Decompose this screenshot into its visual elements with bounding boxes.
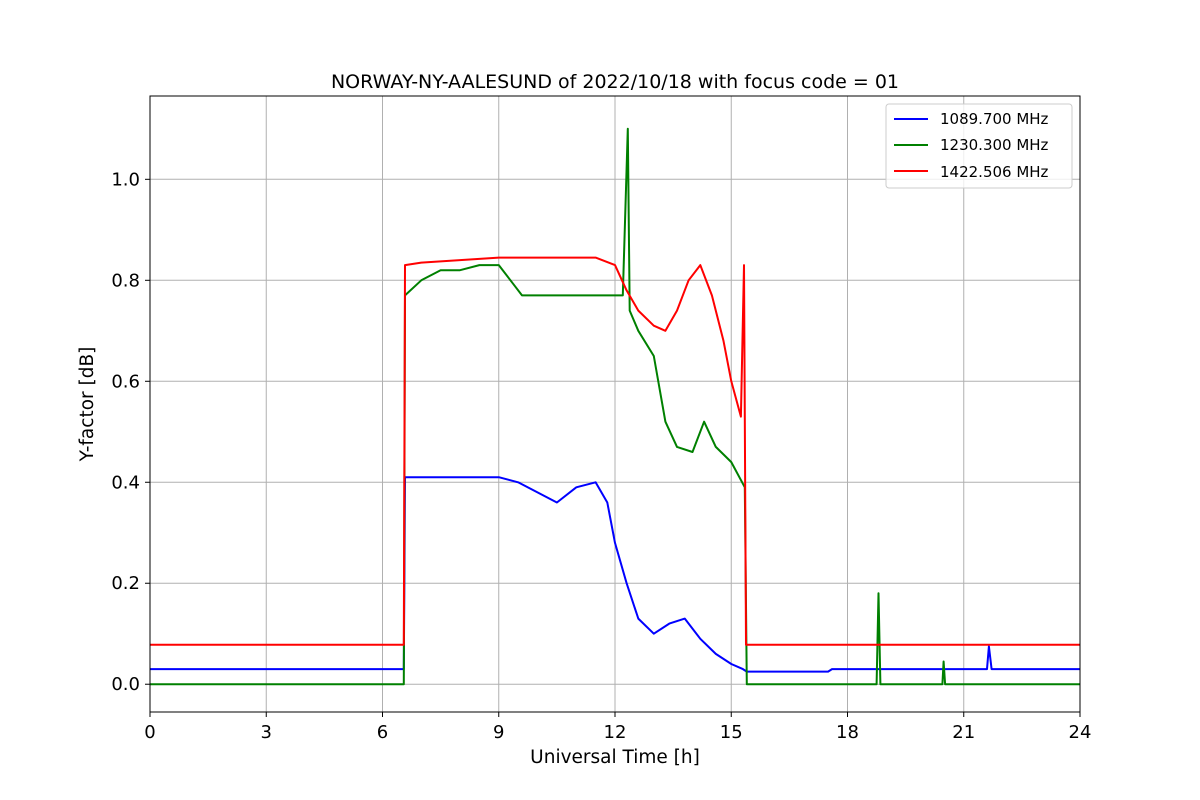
y-axis-label: Y-factor [dB]	[77, 347, 98, 463]
legend-label-2: 1422.506 MHz	[940, 163, 1049, 181]
y-tick-label: 0.4	[111, 472, 140, 493]
y-tick-label: 0.0	[111, 674, 140, 695]
x-tick-label: 0	[144, 722, 155, 743]
x-tick-label: 21	[952, 722, 975, 743]
legend-label-0: 1089.700 MHz	[940, 110, 1049, 128]
x-tick-label: 6	[377, 722, 388, 743]
x-tick-label: 24	[1069, 722, 1092, 743]
y-tick-label: 1.0	[111, 169, 140, 190]
y-tick-label: 0.6	[111, 371, 140, 392]
series-layer	[150, 127, 1080, 686]
chart-title: NORWAY-NY-AALESUND of 2022/10/18 with fo…	[331, 71, 899, 93]
x-tick-label: 9	[493, 722, 504, 743]
x-tick-label: 3	[261, 722, 272, 743]
x-tick-label: 12	[604, 722, 627, 743]
series-line-2	[150, 256, 1080, 646]
series-line-1	[150, 127, 1080, 686]
x-tick-label: 15	[720, 722, 743, 743]
legend: 1089.700 MHz 1230.300 MHz 1422.506 MHz	[885, 103, 1073, 189]
ticks: 0 3 6 9 12 15 18 21 24 0.0 0.2 0.4 0.6 0.8 1.0	[111, 169, 1091, 743]
x-tick-label: 18	[836, 722, 859, 743]
x-axis-label: Universal Time [h]	[530, 747, 700, 768]
series-line-0	[150, 476, 1080, 673]
y-tick-label: 0.2	[111, 573, 140, 594]
legend-label-1: 1230.300 MHz	[940, 136, 1049, 154]
legend-box	[885, 103, 1073, 189]
y-tick-label: 0.8	[111, 270, 140, 291]
